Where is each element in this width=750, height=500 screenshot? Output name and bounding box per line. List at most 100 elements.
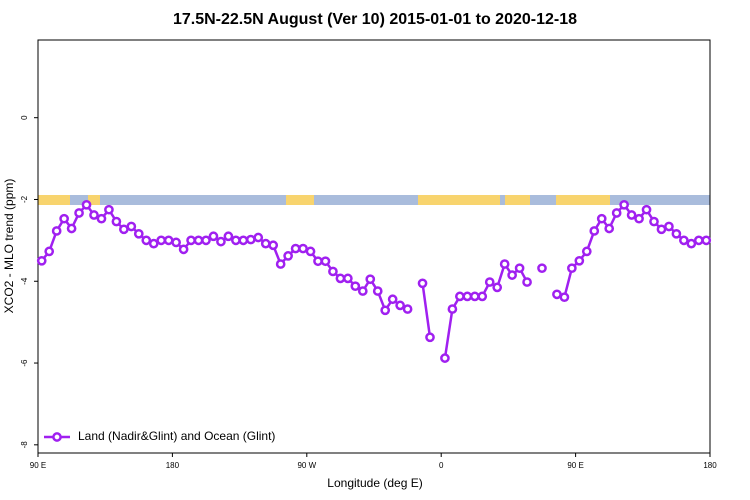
- data-point: [522, 277, 532, 287]
- x-tick-label: 0: [439, 461, 444, 470]
- data-point: [634, 213, 644, 224]
- data-point: [223, 231, 234, 242]
- land-band: [286, 195, 314, 205]
- data-point: [484, 277, 495, 287]
- data-point: [96, 213, 107, 224]
- data-point: [335, 273, 346, 284]
- x-tick-label: 90 W: [297, 461, 316, 470]
- data-point: [455, 291, 465, 302]
- data-point: [656, 224, 667, 235]
- data-point: [387, 294, 398, 305]
- data-point: [201, 235, 211, 246]
- data-point: [343, 273, 353, 284]
- data-point: [81, 199, 92, 210]
- data-point: [604, 223, 615, 234]
- land-band: [418, 195, 500, 205]
- data-point: [253, 232, 264, 243]
- data-point: [313, 256, 323, 267]
- data-point: [462, 291, 473, 302]
- data-point: [537, 263, 547, 274]
- data-point: [664, 221, 674, 232]
- data-point: [581, 246, 592, 257]
- data-point: [283, 251, 293, 261]
- data-point: [641, 204, 652, 215]
- data-point: [104, 204, 114, 215]
- y-tick-label: -4: [20, 277, 29, 285]
- data-point: [365, 274, 376, 285]
- data-point: [231, 235, 241, 246]
- data-point: [559, 292, 570, 303]
- data-point: [499, 259, 510, 269]
- data-point: [440, 353, 450, 363]
- data-point: [216, 236, 226, 247]
- data-point: [74, 208, 84, 218]
- land-ocean-band: [38, 195, 710, 205]
- data-point: [649, 216, 659, 227]
- data-point: [156, 235, 167, 246]
- data-point: [275, 259, 286, 269]
- data-point: [596, 213, 607, 224]
- data-point: [66, 223, 77, 234]
- data-point: [44, 246, 55, 257]
- data-point: [619, 199, 629, 210]
- data-point: [357, 286, 368, 296]
- data-point: [552, 289, 562, 300]
- y-tick-label: -6: [20, 359, 29, 367]
- data-point: [133, 228, 144, 239]
- plot-frame: [37, 39, 711, 454]
- y-tick-label: -2: [20, 195, 29, 203]
- data-point: [163, 235, 174, 246]
- data-point: [298, 243, 308, 254]
- land-band: [556, 195, 610, 205]
- data-point: [290, 243, 301, 254]
- data-point: [626, 210, 637, 220]
- data-point: [611, 208, 622, 218]
- data-point: [693, 235, 704, 246]
- data-point: [447, 304, 458, 314]
- data-point: [679, 235, 689, 246]
- data-point: [395, 300, 405, 311]
- legend-label: Land (Nadir&Glint) and Ocean (Glint): [78, 429, 275, 443]
- data-point: [589, 226, 600, 236]
- data-point: [36, 255, 47, 266]
- data-point: [260, 238, 271, 249]
- data-point: [238, 235, 249, 246]
- data-point: [477, 291, 488, 302]
- data-point: [372, 286, 383, 296]
- y-axis-label: XCO2 - MLO trend (ppm): [2, 179, 16, 314]
- x-tick-label: 180: [703, 461, 717, 470]
- data-point: [245, 234, 256, 245]
- data-point: [89, 210, 99, 220]
- x-axis-label: Longitude (deg E): [327, 476, 422, 490]
- data-point: [425, 332, 435, 343]
- x-tick-label: 180: [166, 461, 180, 470]
- data-point: [402, 304, 413, 314]
- land-band: [505, 195, 530, 205]
- data-point: [305, 246, 316, 257]
- data-point: [514, 263, 525, 274]
- x-tick-label: 90 E: [567, 461, 583, 470]
- data-point: [686, 238, 697, 249]
- data-point: [119, 224, 129, 235]
- data-point: [178, 244, 189, 255]
- data-point: [193, 235, 204, 246]
- data-point: [268, 240, 279, 251]
- data-point: [507, 270, 517, 280]
- data-point: [186, 235, 196, 246]
- data-point: [567, 263, 577, 274]
- ocean-band: [38, 195, 710, 205]
- data-point: [328, 266, 338, 277]
- chart-title: 17.5N-22.5N August (Ver 10) 2015-01-01 t…: [173, 11, 577, 28]
- data-point: [320, 256, 331, 267]
- land-band: [88, 195, 100, 205]
- data-point: [51, 226, 62, 236]
- data-point: [671, 228, 682, 239]
- legend-marker: [52, 432, 62, 442]
- data-point: [469, 291, 480, 302]
- data-point: [208, 231, 219, 242]
- y-tick-label: -8: [20, 441, 29, 449]
- data-point: [417, 278, 428, 289]
- data-point: [59, 213, 69, 224]
